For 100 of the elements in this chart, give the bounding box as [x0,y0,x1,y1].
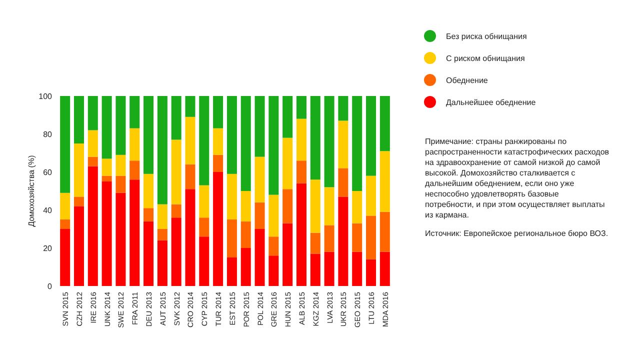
bar [282,96,293,138]
bar [199,185,210,218]
bar [74,206,84,286]
bar [338,168,348,197]
bar [130,96,140,128]
bar [60,96,70,193]
bar [226,174,237,220]
y-tick-label: 80 [43,130,53,139]
bar [102,158,112,176]
bar [310,232,320,254]
bar [296,183,306,286]
legend-label: Без риска обнищания [446,32,527,41]
y-tick-label: 60 [43,168,53,177]
bar [171,140,182,204]
bar [324,96,334,188]
bar [88,96,98,130]
y-tick-label: 20 [43,244,53,253]
bar [254,202,265,229]
bar [213,172,224,286]
bar [185,189,196,286]
bar [226,220,237,258]
bar [352,96,362,191]
text: Примечание: страны ранжированы по распространенности катастрофических расходов на здравоохранение от самой низкой до самой высокой. Домохозяйство сталкивается с дальнейшим обеднением, если оно уже неспособно удовлетворять базовые потребности, и при этом осуществляет выплаты из кармана. [425,137,610,220]
bar [254,156,265,202]
bar [144,174,154,208]
bar [157,204,168,229]
bar [185,96,196,117]
bar [144,208,154,222]
bar [296,96,306,119]
bar [324,187,334,226]
bar [254,229,265,286]
text: Источник: Европейское региональное бюро ВОЗ. [425,229,608,238]
bar [60,220,70,229]
bar [116,192,126,286]
y-tick-label: 0 [48,282,53,291]
bar [102,176,112,182]
legend-label: Обеднение [446,76,488,85]
legend-label: С риском обнищания [446,54,525,63]
bar [185,164,196,190]
bar [352,191,362,224]
bar [352,223,362,252]
y-axis-title: Домохозяйства (%) [27,154,36,227]
bar [213,154,224,172]
bar [116,176,126,193]
bar [366,259,376,286]
bar [240,191,251,222]
bar [88,166,98,286]
bar [130,180,140,286]
bar [324,225,334,252]
bar [310,254,320,286]
y-tick-label: 100 [38,92,53,101]
bar [102,182,112,286]
bar [171,218,182,286]
bar [268,236,279,256]
bar [74,96,84,144]
legend-label: Дальнейшее обеднение [446,98,536,107]
bar [157,240,168,286]
bar [74,196,84,206]
bar [199,218,210,237]
bar [380,96,390,152]
bar [171,204,182,218]
bar [366,96,376,176]
bar [213,128,224,155]
bar [226,258,237,286]
bar [268,194,279,237]
bar [144,221,154,286]
bar [60,229,70,286]
bar [352,252,362,286]
bar [116,96,126,155]
bar [144,96,154,174]
bar [282,138,293,190]
bar [338,196,348,286]
bar [338,120,348,168]
bar [226,96,237,174]
bar [157,96,168,204]
bar [60,192,70,220]
bar [88,130,98,157]
y-tick-label: 40 [43,206,53,215]
bar [366,176,376,216]
bar [185,116,196,164]
bar [240,221,251,248]
bar [199,96,210,186]
bar [268,256,279,286]
bar [310,180,320,233]
bar [310,96,320,180]
bar [282,223,293,286]
bar [366,216,376,260]
bar [296,118,306,161]
bar [157,229,168,240]
bar [102,96,112,159]
bar [254,96,265,157]
bar [268,96,279,195]
bar [240,248,251,286]
bar [130,160,140,180]
bar [324,252,334,286]
bar [338,96,348,121]
bar [380,252,390,286]
bar [74,144,84,197]
bar [88,156,98,166]
bar [296,160,306,184]
